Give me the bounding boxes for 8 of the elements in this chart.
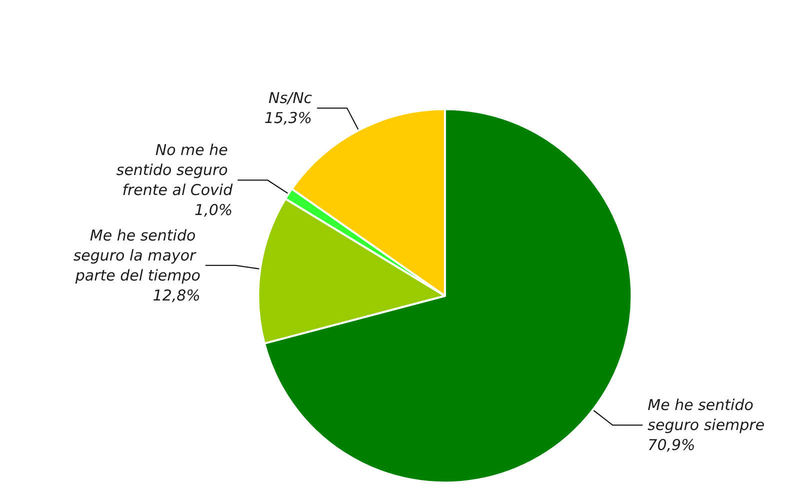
slice-label: Me he sentido seguro la mayor parte del tiempo	[73, 226, 200, 284]
data-label: 70,9%	[648, 436, 696, 454]
slice-label: No me he sentido seguro frente al Covid	[116, 141, 234, 200]
data-label: 1,0%	[194, 201, 233, 220]
data-label: 15,3%	[264, 109, 312, 128]
slice-label: Ns/Nc	[268, 89, 313, 108]
data-label: 12,8%	[152, 286, 200, 304]
slice-label: Me he sentido seguro siempre	[648, 396, 765, 434]
